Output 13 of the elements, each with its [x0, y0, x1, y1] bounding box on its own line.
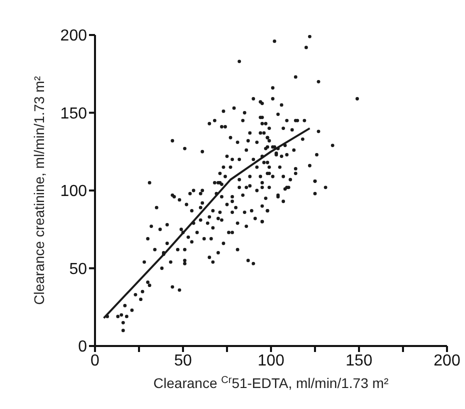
x-tick-label: 150: [346, 352, 372, 370]
x-tick-label: 200: [434, 352, 460, 370]
x-tick-label: 100: [258, 352, 284, 370]
y-tick-label: 150: [60, 105, 88, 122]
y-tick-label: 0: [78, 338, 88, 356]
x-tick-label: 50: [174, 352, 192, 370]
line-series: [102, 127, 311, 320]
y-tick-label: 100: [60, 183, 88, 200]
y-tick-label: 200: [60, 28, 88, 45]
y-tick-label: 50: [69, 260, 88, 278]
x-tick-label: 0: [90, 352, 100, 370]
y-axis-title: Clearance creatinine, ml/min/1.73 m²: [31, 76, 47, 305]
x-axis-title: Clearance $^{Cr}$51-EDTA, ml/min/1.73 m²: [153, 374, 389, 391]
